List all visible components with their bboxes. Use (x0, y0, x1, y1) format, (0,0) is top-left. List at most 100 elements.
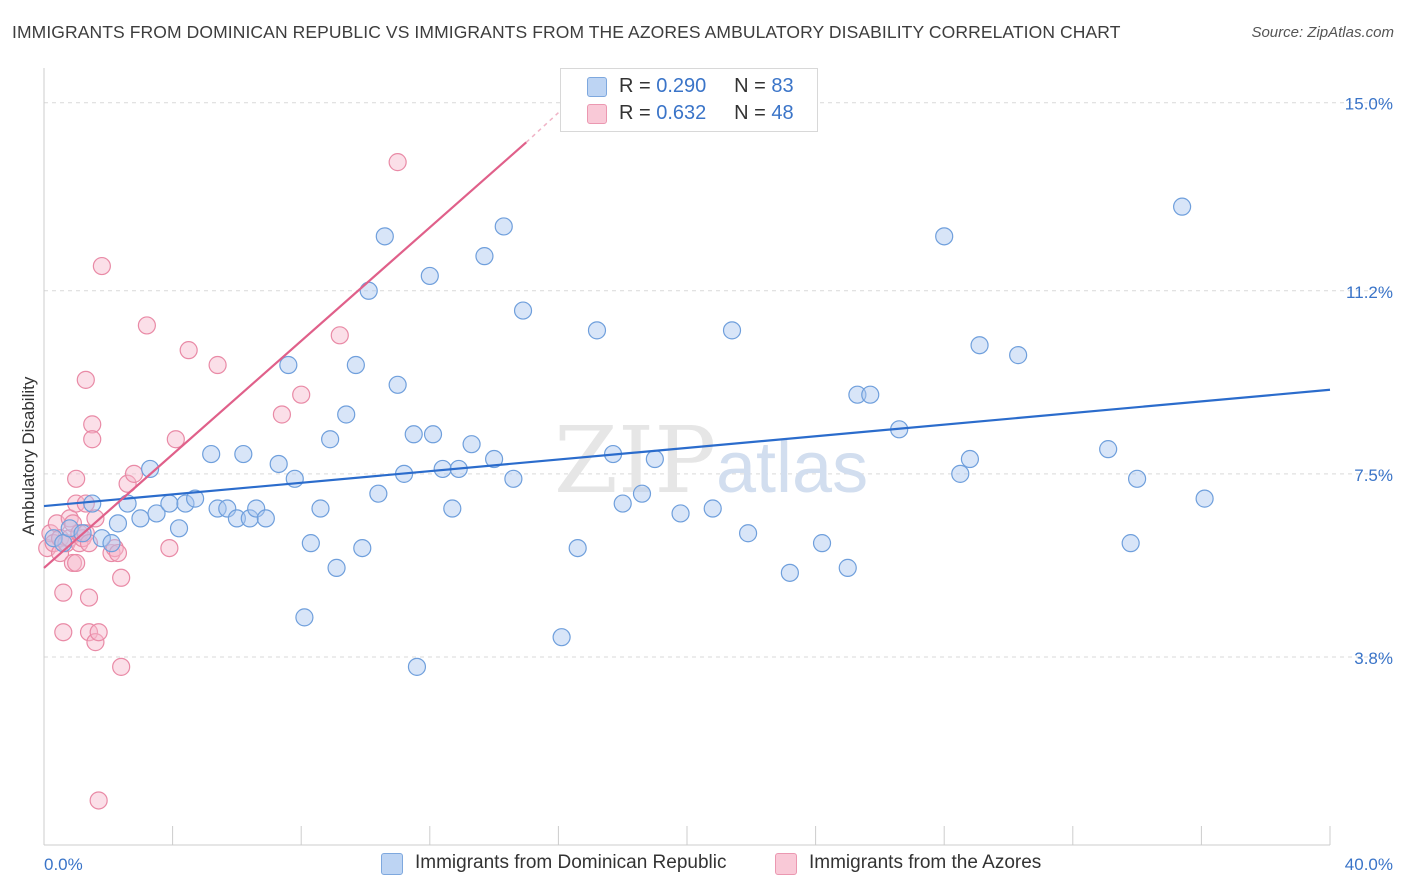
dominican-point-73 (970, 336, 989, 355)
dominican-point-28 (301, 534, 320, 553)
dominican-point-4 (83, 494, 102, 513)
dominican-point-66 (838, 558, 857, 577)
dominican-point-14 (176, 494, 195, 513)
legend-r-value: 0.290 (656, 75, 707, 97)
legend-swatch-blue (587, 77, 607, 97)
dominican-point-35 (359, 281, 378, 300)
azores-point-41 (166, 430, 185, 449)
dominican-point-24 (269, 454, 288, 474)
azores-point-43 (208, 355, 227, 375)
azores-point-28 (86, 633, 105, 652)
azores-point-31 (92, 256, 111, 276)
dominican-point-79 (1195, 489, 1214, 508)
dominican-point-10 (140, 459, 160, 479)
dominican-point-57 (613, 494, 632, 513)
azores-point-32 (102, 543, 121, 563)
azores-point-42 (179, 341, 198, 360)
dominican-point-21 (240, 509, 259, 528)
dominican-point-59 (645, 449, 664, 469)
chart-title: IMMIGRANTS FROM DOMINICAN REPUBLIC VS IM… (12, 22, 1121, 42)
azores-point-46 (330, 326, 349, 345)
azores-point-6 (54, 623, 73, 642)
trend-line-dominican (43, 388, 1331, 508)
azores-point-35 (112, 657, 131, 676)
azores-point-39 (137, 316, 156, 335)
azores-point-14 (67, 553, 86, 573)
azores-point-37 (118, 474, 137, 493)
series-azores-points (38, 153, 407, 810)
dominican-point-77 (1127, 469, 1147, 488)
y-tick-label-1: 7.5% (1354, 466, 1393, 485)
bottom-legend-label: Immigrants from the Azores (809, 852, 1042, 873)
x-tick-label-max: 40.0% (1345, 855, 1393, 874)
azores-point-15 (67, 469, 86, 488)
dominican-point-55 (587, 321, 607, 340)
dominican-point-12 (160, 494, 179, 513)
y-tick-label-0: 3.8% (1354, 649, 1393, 668)
azores-point-36 (112, 568, 131, 587)
azores-point-24 (79, 588, 99, 607)
dominican-point-37 (375, 227, 394, 246)
azores-point-45 (292, 385, 311, 404)
legend-n-value: 48 (771, 102, 794, 124)
dominican-point-49 (485, 449, 504, 469)
dominican-point-33 (346, 355, 365, 375)
source-credit: Source: ZipAtlas.com (1251, 24, 1394, 41)
azores-point-27 (86, 509, 105, 528)
dominican-point-0 (44, 529, 63, 548)
azores-point-33 (105, 538, 124, 558)
dominican-point-13 (169, 519, 189, 538)
trend-lines (43, 112, 1331, 569)
stats-legend: R = 0.290 N = 83 R = 0.632 N = 48 (560, 68, 818, 132)
dominican-point-18 (218, 499, 237, 518)
dominican-point-70 (935, 227, 954, 246)
dominican-point-19 (227, 509, 246, 528)
dominican-point-47 (462, 435, 481, 454)
azores-point-21 (76, 370, 95, 389)
legend-r-value: 0.632 (656, 102, 707, 124)
dominican-point-75 (1099, 440, 1118, 459)
azores-point-34 (108, 543, 128, 563)
bottom-legend-label: Immigrants from Dominican Republic (415, 852, 727, 873)
dominican-point-63 (738, 524, 758, 543)
bottom-legend-swatch-blue (381, 853, 403, 875)
gridlines (44, 102, 1392, 658)
dominican-point-5 (92, 529, 111, 548)
dominican-point-62 (722, 321, 742, 340)
azores-point-38 (124, 464, 144, 483)
azores-point-40 (160, 538, 179, 558)
dominican-point-17 (208, 499, 227, 518)
dominican-point-48 (475, 247, 494, 266)
watermark-atlas: atlas (716, 428, 868, 508)
azores-point-29 (89, 623, 108, 642)
legend-n-label: N = (734, 102, 766, 124)
dominican-point-54 (568, 538, 587, 558)
azores-point-1 (41, 524, 60, 543)
dominican-point-78 (1173, 197, 1192, 216)
dominican-point-20 (234, 444, 253, 464)
x-tick-label-min: 0.0% (44, 855, 83, 874)
azores-point-11 (63, 514, 83, 533)
dominican-point-41 (407, 657, 427, 676)
trend-line-azores (43, 141, 527, 569)
dominican-point-50 (494, 217, 513, 236)
azores-point-26 (83, 430, 102, 449)
dominican-point-11 (147, 504, 166, 523)
azores-point-25 (83, 415, 102, 434)
bottom-legend-swatch-pink (775, 853, 797, 875)
azores-point-44 (272, 405, 292, 424)
dominican-point-61 (703, 499, 722, 518)
dominican-point-31 (327, 558, 346, 577)
dominican-point-53 (552, 628, 571, 647)
dominican-point-22 (247, 499, 266, 518)
dominican-point-30 (321, 430, 340, 449)
dominican-point-25 (279, 355, 298, 375)
dominican-point-34 (353, 538, 372, 558)
axes (43, 68, 1331, 846)
dominican-point-68 (861, 385, 880, 404)
dominican-point-64 (780, 563, 799, 582)
azores-point-23 (79, 623, 99, 642)
dominican-point-74 (1009, 346, 1028, 365)
dominican-point-71 (951, 464, 970, 483)
